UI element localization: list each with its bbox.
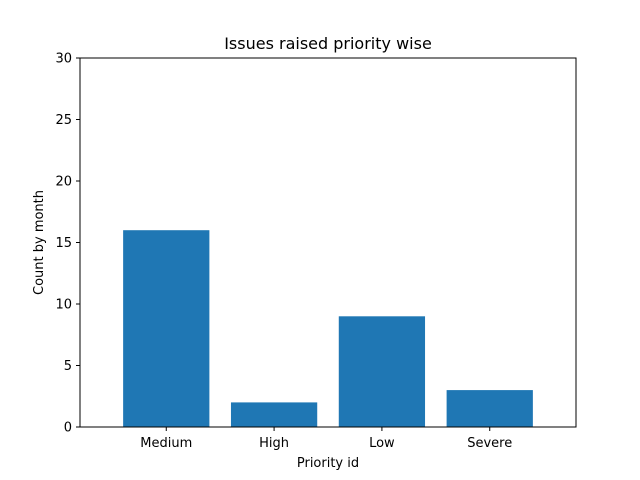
y-axis-ticks: 0 5 10 15 20 25 30 xyxy=(55,52,80,436)
x-tick-label-low: Low xyxy=(369,436,395,451)
bar-medium xyxy=(123,230,210,427)
x-axis-label: Priority id xyxy=(297,456,359,471)
x-axis-ticks: Medium High Low Severe xyxy=(140,427,512,451)
bar-low xyxy=(338,316,426,427)
bar-severe xyxy=(446,390,533,427)
y-tick-label: 15 xyxy=(55,236,72,251)
y-tick-label: 30 xyxy=(55,52,72,67)
bars-group xyxy=(123,230,533,427)
bar-high xyxy=(230,402,318,427)
x-tick-label-severe: Severe xyxy=(467,436,512,451)
chart-title: Issues raised priority wise xyxy=(224,34,432,53)
y-tick-label: 10 xyxy=(55,298,72,313)
y-axis-label: Count by month xyxy=(32,190,47,295)
y-tick-label: 0 xyxy=(64,421,72,436)
y-tick-label: 25 xyxy=(55,113,72,128)
y-tick-label: 20 xyxy=(55,175,72,190)
x-tick-label-high: High xyxy=(259,436,289,451)
x-tick-label-medium: Medium xyxy=(140,436,192,451)
y-tick-label: 5 xyxy=(64,359,72,374)
